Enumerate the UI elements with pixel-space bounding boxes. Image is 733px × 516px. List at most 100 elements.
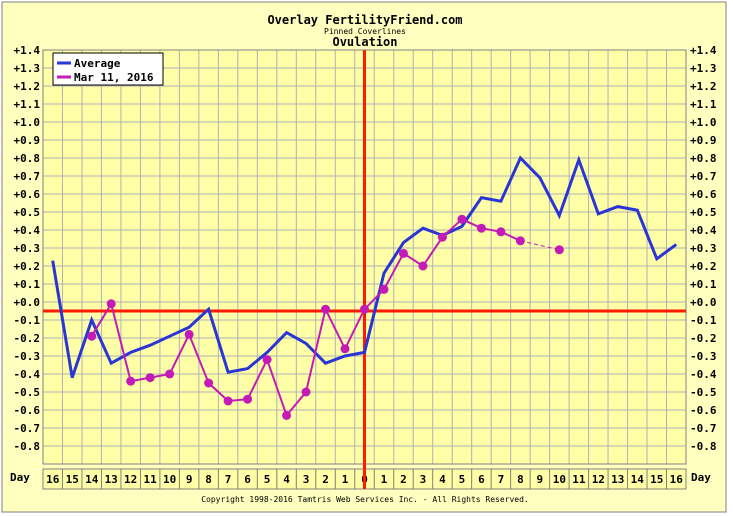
data-point <box>321 304 331 314</box>
x-tick-label: 12 <box>592 473 605 486</box>
x-tick-label: 5 <box>264 473 271 486</box>
x-tick-label: 14 <box>631 473 645 486</box>
x-tick-label: 10 <box>553 473 566 486</box>
x-tick-label: 2 <box>400 473 407 486</box>
x-tick-label: 15 <box>650 473 663 486</box>
copyright-notice: Copyright 1998-2016 Tamtris Web Services… <box>201 495 529 504</box>
x-tick-label: 11 <box>144 473 158 486</box>
y-tick-label-right: -0.2 <box>690 332 717 345</box>
y-tick-label-right: +1.1 <box>690 98 717 111</box>
y-tick-label-left: -0.1 <box>14 314 41 327</box>
chart-subtitle: Pinned Coverlines <box>324 27 406 36</box>
x-tick-label: 16 <box>46 473 60 486</box>
y-axis-left: +1.4 +1.3 +1.2 +1.1 +1.0 +0.9 +0.8 +0.7 +0.6 +0.5… <box>14 44 41 453</box>
data-point <box>301 387 311 397</box>
y-tick-label-left: -0.5 <box>14 386 41 399</box>
y-axis-right: +1.4 +1.3 +1.2 +1.1 +1.0 +0.9 +0.8 +0.7 +0.6 +0.5… <box>690 44 717 453</box>
x-tick-label: 13 <box>105 473 118 486</box>
data-point <box>515 236 525 246</box>
x-tick-label: 14 <box>85 473 99 486</box>
y-tick-label-left: -0.4 <box>14 368 41 381</box>
x-tick-label: 3 <box>420 473 427 486</box>
y-tick-label-right: -0.8 <box>690 440 717 453</box>
data-point <box>145 373 155 383</box>
x-tick-label: 6 <box>244 473 251 486</box>
y-tick-label-left: +0.2 <box>14 260 41 273</box>
legend-entry: Average <box>74 57 121 70</box>
x-tick-label: 4 <box>283 473 290 486</box>
y-tick-label-left: +0.5 <box>14 206 41 219</box>
y-tick-label-left: -0.6 <box>14 404 41 417</box>
y-tick-label-left: +0.6 <box>14 188 41 201</box>
x-tick-label: 8 <box>517 473 524 486</box>
chart-title: Overlay FertilityFriend.com <box>267 13 462 27</box>
x-tick-label: 13 <box>611 473 624 486</box>
data-point <box>243 394 253 404</box>
x-tick-label: 5 <box>459 473 466 486</box>
x-tick-label: 1 <box>342 473 349 486</box>
y-tick-label-right: -0.6 <box>690 404 717 417</box>
data-point <box>554 245 564 255</box>
y-tick-label-left: +1.1 <box>14 98 41 111</box>
series-layer <box>43 50 686 489</box>
x-tick-label: 2 <box>322 473 329 486</box>
data-point <box>282 410 292 420</box>
y-tick-label-left: +0.7 <box>14 170 41 183</box>
data-point <box>437 232 447 242</box>
y-tick-label-right: +0.1 <box>690 278 717 291</box>
y-tick-label-left: -0.8 <box>14 440 41 453</box>
y-tick-label-left: +0.8 <box>14 152 41 165</box>
y-tick-label-right: +0.8 <box>690 152 717 165</box>
data-point <box>204 378 214 388</box>
x-tick-label: 12 <box>124 473 137 486</box>
y-tick-label-left: -0.2 <box>14 332 41 345</box>
x-tick-label: 1 <box>381 473 388 486</box>
y-tick-label-right: +1.0 <box>690 116 717 129</box>
x-axis: 1615141312111098765432101234567891011121… <box>10 468 711 490</box>
x-tick-label: 6 <box>478 473 485 486</box>
x-tick-label: 9 <box>537 473 544 486</box>
data-point <box>496 227 506 237</box>
y-tick-label-left: +0.4 <box>14 224 41 237</box>
y-tick-label-left: +1.3 <box>14 62 41 75</box>
y-tick-label-left: -0.3 <box>14 350 41 363</box>
x-tick-label: 8 <box>205 473 212 486</box>
data-point <box>360 304 369 314</box>
data-point <box>457 214 467 224</box>
y-tick-label-right: +1.2 <box>690 80 717 93</box>
data-point <box>184 329 194 339</box>
y-tick-label-left: +1.4 <box>14 44 41 57</box>
data-point <box>379 284 389 294</box>
data-point <box>262 355 272 365</box>
y-tick-label-right: -0.3 <box>690 350 717 363</box>
series-line-average <box>51 155 678 379</box>
y-tick-label-left: +1.0 <box>14 116 41 129</box>
x-axis-label-left: Day <box>10 471 30 484</box>
x-tick-label: 11 <box>572 473 586 486</box>
x-tick-label: 4 <box>439 473 446 486</box>
y-tick-label-right: +0.7 <box>690 170 717 183</box>
x-tick-label: 7 <box>225 473 232 486</box>
y-tick-label-right: +1.3 <box>690 62 717 75</box>
data-point <box>165 369 175 379</box>
data-point <box>223 396 233 406</box>
y-tick-label-right: +1.4 <box>690 44 717 57</box>
legend-entry: Mar 11, 2016 <box>74 71 154 84</box>
x-tick-label: 9 <box>186 473 193 486</box>
data-point <box>476 223 486 233</box>
legend-box <box>52 52 164 86</box>
data-point <box>87 331 97 341</box>
y-tick-label-right: +0.4 <box>690 224 717 237</box>
x-tick-label: 7 <box>498 473 505 486</box>
x-tick-label: 3 <box>303 473 310 486</box>
x-tick-label: 16 <box>670 473 684 486</box>
y-tick-label-left: -0.7 <box>14 422 41 435</box>
y-tick-label-left: +0.9 <box>14 134 41 147</box>
y-tick-label-left: +0.0 <box>14 296 41 309</box>
y-tick-label-right: +0.5 <box>690 206 717 219</box>
data-point <box>340 344 350 354</box>
x-tick-label: 15 <box>66 473 79 486</box>
